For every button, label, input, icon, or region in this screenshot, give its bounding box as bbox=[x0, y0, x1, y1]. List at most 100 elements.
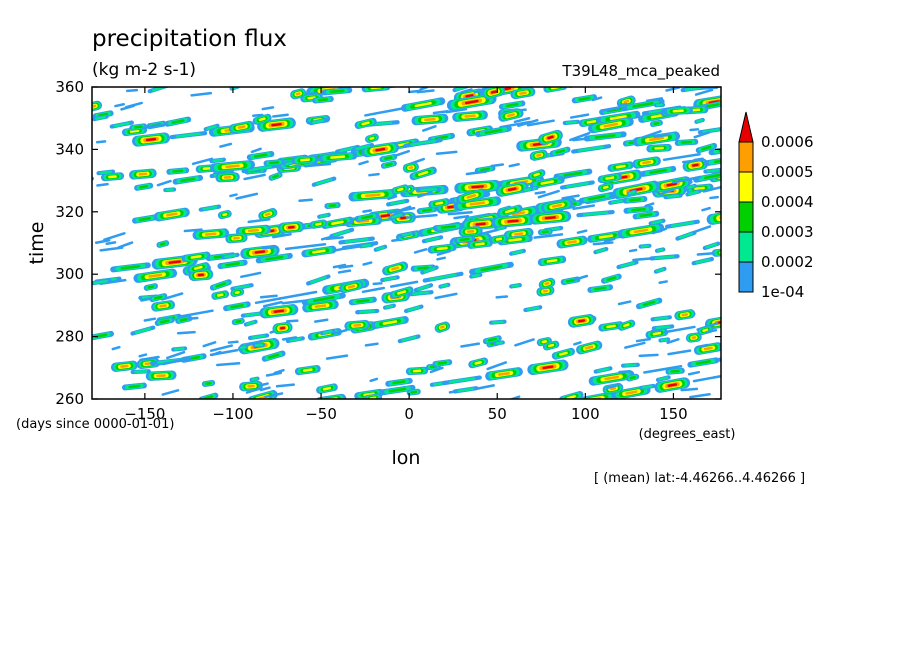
x-tick-label: −150 bbox=[124, 405, 165, 423]
precip-contour bbox=[587, 195, 606, 201]
precip-contour bbox=[380, 214, 391, 218]
precip-contour bbox=[314, 304, 327, 308]
x-axis: −150 −100 −50 0 50 100 150 bbox=[124, 87, 688, 423]
precip-contour bbox=[166, 350, 186, 360]
precip-contour bbox=[154, 295, 163, 300]
precip-contour bbox=[159, 304, 167, 308]
precip-contour bbox=[408, 89, 422, 94]
precip-contour bbox=[640, 244, 650, 248]
precip-contour bbox=[383, 276, 397, 281]
precip-contour bbox=[671, 175, 702, 184]
precip-contour bbox=[860, 293, 889, 298]
precip-contour bbox=[868, 294, 880, 296]
precip-contour bbox=[278, 290, 318, 300]
precip-contour bbox=[401, 335, 417, 342]
precip-contour bbox=[656, 248, 664, 252]
precip-contour bbox=[331, 220, 344, 226]
precip-contour bbox=[774, 307, 806, 313]
precip-contour bbox=[212, 158, 224, 163]
precip-contour bbox=[687, 370, 701, 376]
precip-contour bbox=[780, 88, 802, 92]
precip-contour bbox=[573, 274, 589, 281]
precip-contour bbox=[656, 268, 665, 273]
precip-contour bbox=[357, 219, 370, 223]
precip-contour bbox=[367, 87, 386, 89]
precip-contour bbox=[105, 241, 117, 246]
precip-contour bbox=[168, 260, 182, 264]
y-tick-label: 300 bbox=[55, 265, 84, 283]
precip-contour bbox=[138, 216, 151, 222]
precip-contour bbox=[559, 404, 571, 406]
precip-contour bbox=[475, 69, 502, 72]
precip-contour bbox=[768, 364, 790, 368]
precip-contour bbox=[639, 213, 653, 218]
precip-contour bbox=[216, 362, 241, 367]
precip-contour bbox=[92, 104, 97, 108]
precip-contour bbox=[880, 190, 891, 192]
precip-contour bbox=[682, 158, 705, 164]
precip-contour bbox=[113, 122, 130, 128]
precip-contour bbox=[209, 344, 234, 352]
precip-contour bbox=[679, 232, 693, 239]
x-axis-label: lon bbox=[392, 447, 421, 469]
precip-contour bbox=[633, 228, 649, 234]
precip-contour bbox=[552, 203, 563, 208]
precip-contour bbox=[391, 266, 400, 271]
precip-contour bbox=[534, 190, 546, 195]
precip-contour bbox=[247, 228, 259, 233]
precip-contour bbox=[417, 170, 429, 176]
precip-contour bbox=[129, 129, 140, 133]
precip-contour bbox=[317, 98, 329, 102]
precip-contour bbox=[466, 194, 477, 199]
precip-contour bbox=[247, 165, 272, 172]
precip-contour bbox=[629, 198, 642, 202]
precip-contour bbox=[632, 257, 652, 262]
precip-contour bbox=[844, 77, 872, 81]
precip-contour bbox=[870, 295, 878, 296]
precip-contour bbox=[526, 306, 539, 311]
precip-contour bbox=[134, 370, 148, 374]
precip-contour bbox=[347, 284, 356, 289]
precip-contour bbox=[577, 81, 591, 83]
precip-contour bbox=[475, 222, 486, 226]
precip-contour bbox=[565, 278, 576, 283]
precip-contour bbox=[429, 74, 460, 78]
precip-contour bbox=[375, 147, 386, 152]
precip-contour bbox=[839, 76, 876, 82]
precip-contour bbox=[703, 173, 721, 180]
precip-contour bbox=[842, 196, 856, 198]
precip-contour bbox=[134, 327, 152, 334]
precip-contour bbox=[578, 96, 591, 101]
precip-contour bbox=[609, 115, 627, 120]
precip-contour bbox=[252, 410, 263, 412]
precip-contour bbox=[176, 132, 201, 138]
precip-contour bbox=[843, 172, 875, 175]
precip-contour bbox=[55, 285, 66, 286]
precip-contour bbox=[337, 269, 352, 274]
precip-contour bbox=[134, 125, 143, 129]
precip-contour bbox=[138, 353, 148, 358]
precip-contour bbox=[339, 146, 356, 153]
precip-contour bbox=[439, 76, 449, 77]
precip-contour bbox=[312, 249, 326, 254]
precip-contour bbox=[651, 219, 663, 225]
precip-contour bbox=[823, 300, 849, 304]
precip-contour bbox=[295, 92, 301, 96]
precip-contour bbox=[471, 185, 484, 189]
precip-contour bbox=[708, 100, 720, 105]
precip-contour bbox=[94, 238, 111, 245]
precip-contour bbox=[320, 236, 332, 241]
precip-contour bbox=[224, 253, 237, 259]
precip-contour bbox=[417, 266, 430, 270]
precip-contour bbox=[546, 259, 558, 263]
precip-contour bbox=[739, 337, 775, 343]
precip-contour bbox=[824, 326, 835, 328]
precip-contour bbox=[80, 179, 90, 180]
precip-contour bbox=[407, 306, 421, 312]
precip-contour bbox=[849, 77, 867, 80]
precip-contour bbox=[362, 261, 373, 266]
precip-contour bbox=[617, 103, 628, 107]
precip-contour bbox=[274, 405, 299, 409]
precip-contour bbox=[567, 240, 577, 244]
precip-contour bbox=[684, 87, 702, 91]
